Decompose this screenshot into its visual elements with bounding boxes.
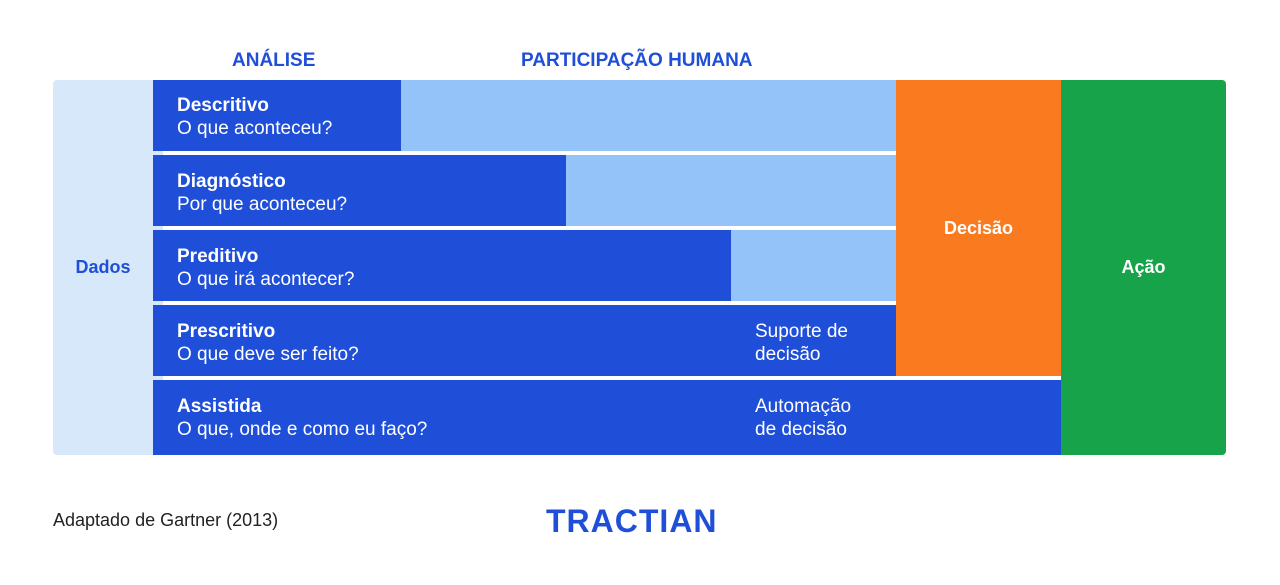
level-title: Descritivo bbox=[177, 95, 269, 116]
dados-label: Dados bbox=[75, 257, 131, 277]
level-subtitle: O que irá acontecer? bbox=[177, 269, 355, 290]
side-label-line: Suporte de bbox=[755, 321, 848, 342]
source-citation: Adaptado de Gartner (2013) bbox=[53, 510, 279, 530]
decisao-panel: Decisão bbox=[896, 80, 1061, 376]
level-title: Prescritivo bbox=[177, 321, 276, 342]
band-preditivo-analysis bbox=[153, 230, 731, 301]
band-assistida bbox=[153, 380, 1061, 455]
acao-panel: Ação bbox=[1061, 80, 1226, 455]
level-title: Preditivo bbox=[177, 246, 259, 267]
dados-panel: Dados bbox=[53, 80, 163, 455]
decisao-label: Decisão bbox=[943, 218, 1014, 238]
side-label-line: Automação bbox=[755, 396, 852, 417]
header-participacao-humana: PARTICIPAÇÃO HUMANA bbox=[521, 50, 753, 71]
band-descritivo-analysis bbox=[153, 80, 401, 151]
level-prescritivo: Prescritivo O que deve ser feito? bbox=[177, 320, 359, 366]
acao-label: Ação bbox=[1121, 257, 1166, 277]
tractian-logo: TRACTIAN bbox=[546, 503, 718, 539]
level-assistida: Assistida O que, onde e como eu faço? bbox=[177, 395, 427, 441]
band-prescritivo bbox=[153, 305, 896, 376]
header-analise: ANÁLISE bbox=[232, 50, 316, 71]
automacao-de-decisao-label: Automação de decisão bbox=[755, 395, 851, 441]
level-descritivo: Descritivo O que aconteceu? bbox=[177, 94, 332, 140]
band-diagnostico-analysis bbox=[153, 155, 566, 226]
level-subtitle: O que deve ser feito? bbox=[177, 344, 359, 365]
level-subtitle: O que aconteceu? bbox=[177, 118, 333, 139]
level-subtitle: Por que aconteceu? bbox=[177, 194, 348, 215]
level-preditivo: Preditivo O que irá acontecer? bbox=[177, 245, 354, 291]
side-label-line: de decisão bbox=[755, 419, 847, 440]
level-diagnostico: Diagnóstico Por que aconteceu? bbox=[177, 170, 347, 216]
level-title: Diagnóstico bbox=[177, 171, 286, 192]
side-label-line: decisão bbox=[755, 344, 821, 365]
level-subtitle: O que, onde e como eu faço? bbox=[177, 419, 428, 440]
suporte-de-decisao-label: Suporte de decisão bbox=[755, 320, 848, 366]
level-title: Assistida bbox=[177, 396, 262, 417]
